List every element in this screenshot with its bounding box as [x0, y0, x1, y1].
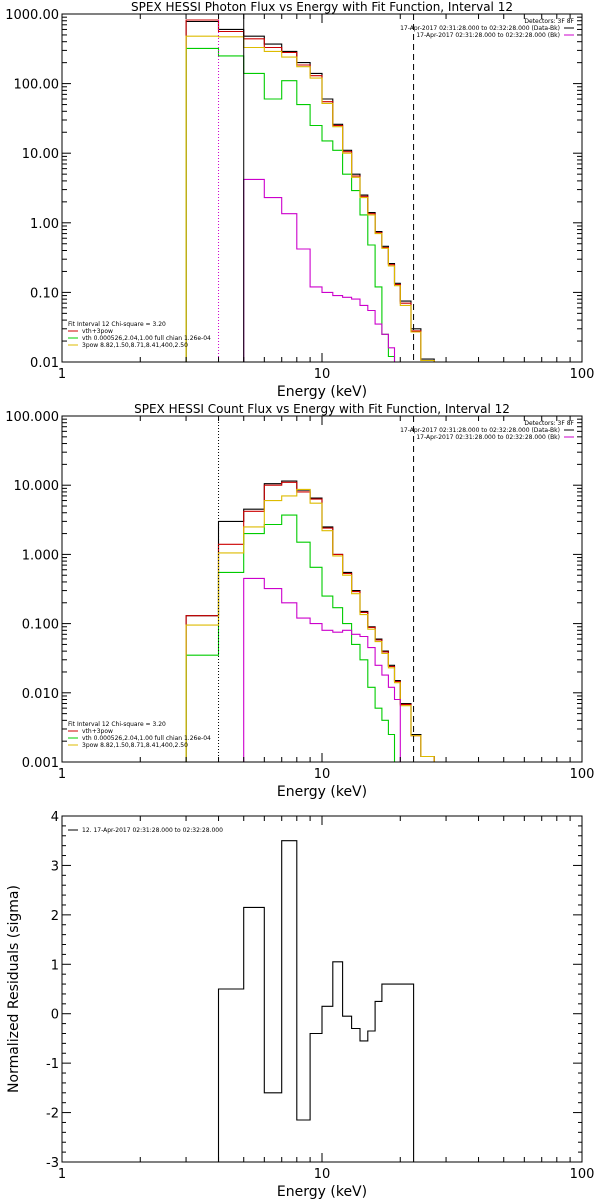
- x-tick-label: 10: [314, 1167, 331, 1182]
- chart-panel-3: 1 10 100 Energy (keV) -3 -2 -1 0 1 2 3 4 Normalized …: [6, 810, 594, 1200]
- x-tick-label: 1: [58, 1167, 66, 1182]
- series-line-3: [185, 514, 435, 762]
- y-tick-label: 0.100: [22, 618, 59, 633]
- legend-label: vth 0.000526,2.04,1.00 full chian 1.26e-…: [82, 735, 211, 742]
- info-text: Detectors: 3F 8F: [524, 18, 574, 25]
- y-tick-label: 0.01: [30, 356, 59, 371]
- series-group: [185, 480, 435, 762]
- info-text: 17-Apr-2017 02:31:28.000 to 02:32:28.000…: [400, 25, 560, 32]
- y-tick-label: 10.00: [22, 147, 59, 162]
- x-tick-label: 100: [570, 367, 595, 382]
- x-axis-label: Energy (keV): [277, 1184, 367, 1200]
- y-tick-label: 0.10: [30, 286, 59, 301]
- chart-panel-2: SPEX HESSI Count Flux vs Energy with Fit…: [5, 402, 594, 800]
- y-tick-label: 0.001: [22, 756, 59, 771]
- y-tick-label: 100.000: [5, 410, 59, 425]
- series-line-5: [243, 178, 401, 362]
- y-tick-label: 10.000: [14, 479, 60, 494]
- series-line-5: [243, 577, 401, 762]
- y-tick-label: 3: [51, 859, 59, 874]
- legend-label: vth 0.000526,2.04,1.00 full chian 1.26e-…: [82, 335, 211, 342]
- info-text: 17-Apr-2017 02:31:28.000 to 02:32:28.000…: [416, 32, 560, 39]
- series-group: [185, 19, 435, 362]
- chart-title: SPEX HESSI Photon Flux vs Energy with Fi…: [131, 0, 513, 14]
- chart-panel-1: SPEX HESSI Photon Flux vs Energy with Fi…: [5, 0, 594, 400]
- info-text: 17-Apr-2017 02:31:28.000 to 02:32:28.000…: [400, 427, 560, 434]
- plot-frame: [61, 13, 583, 363]
- legend-header: Fit Interval 12 Chi-square = 3.20: [68, 721, 166, 728]
- series-group: [217, 840, 415, 1162]
- info-text: 17-Apr-2017 02:31:28.000 to 02:32:28.000…: [416, 434, 560, 441]
- y-tick-label: 1000.00: [5, 8, 59, 23]
- legend-header: Fit Interval 12 Chi-square = 3.20: [68, 321, 166, 328]
- legend-label: vth+3pow: [82, 328, 113, 335]
- info-text: Detectors: 3F 8F: [524, 420, 574, 427]
- y-tick-label: 0: [51, 1008, 59, 1023]
- series-line-3: [185, 47, 435, 362]
- x-tick-label: 10: [314, 767, 331, 782]
- y-tick-label: -1: [46, 1057, 59, 1072]
- x-tick-label: 10: [314, 367, 331, 382]
- y-tick-label: 0.010: [22, 687, 59, 702]
- legend-label: vth+3pow: [82, 728, 113, 735]
- y-tick-label: 4: [51, 810, 59, 825]
- y-tick-label: -3: [46, 1156, 59, 1171]
- series-line-4: [185, 488, 435, 762]
- x-axis-label: Energy (keV): [277, 384, 367, 400]
- y-tick-label: 2: [51, 909, 59, 924]
- y-tick-label: 100.00: [14, 78, 60, 93]
- x-tick-label: 1: [58, 767, 66, 782]
- series-line-1: [217, 840, 415, 1162]
- x-axis-label: Energy (keV): [277, 784, 367, 800]
- x-tick-label: 1: [58, 367, 66, 382]
- y-tick-label: 1.000: [22, 548, 59, 563]
- x-tick-label: 100: [570, 1167, 595, 1182]
- plot-frame: [61, 815, 583, 1163]
- series-line-4: [185, 35, 435, 362]
- legend-label: 3pow 8.82,1.50,8.71,8.41,400,2.50: [82, 342, 188, 349]
- y-tick-label: 1.00: [30, 217, 59, 232]
- x-tick-label: 100: [570, 767, 595, 782]
- chart-title: SPEX HESSI Count Flux vs Energy with Fit…: [134, 402, 510, 416]
- legend-label: 3pow 8.82,1.50,8.71,8.41,400,2.50: [82, 742, 188, 749]
- y-axis-label: Normalized Residuals (sigma): [6, 885, 22, 1093]
- y-tick-label: -2: [46, 1107, 59, 1122]
- y-tick-label: 1: [51, 958, 59, 973]
- legend-label: 12. 17-Apr-2017 02:31:28.000 to 02:32:28…: [82, 827, 223, 834]
